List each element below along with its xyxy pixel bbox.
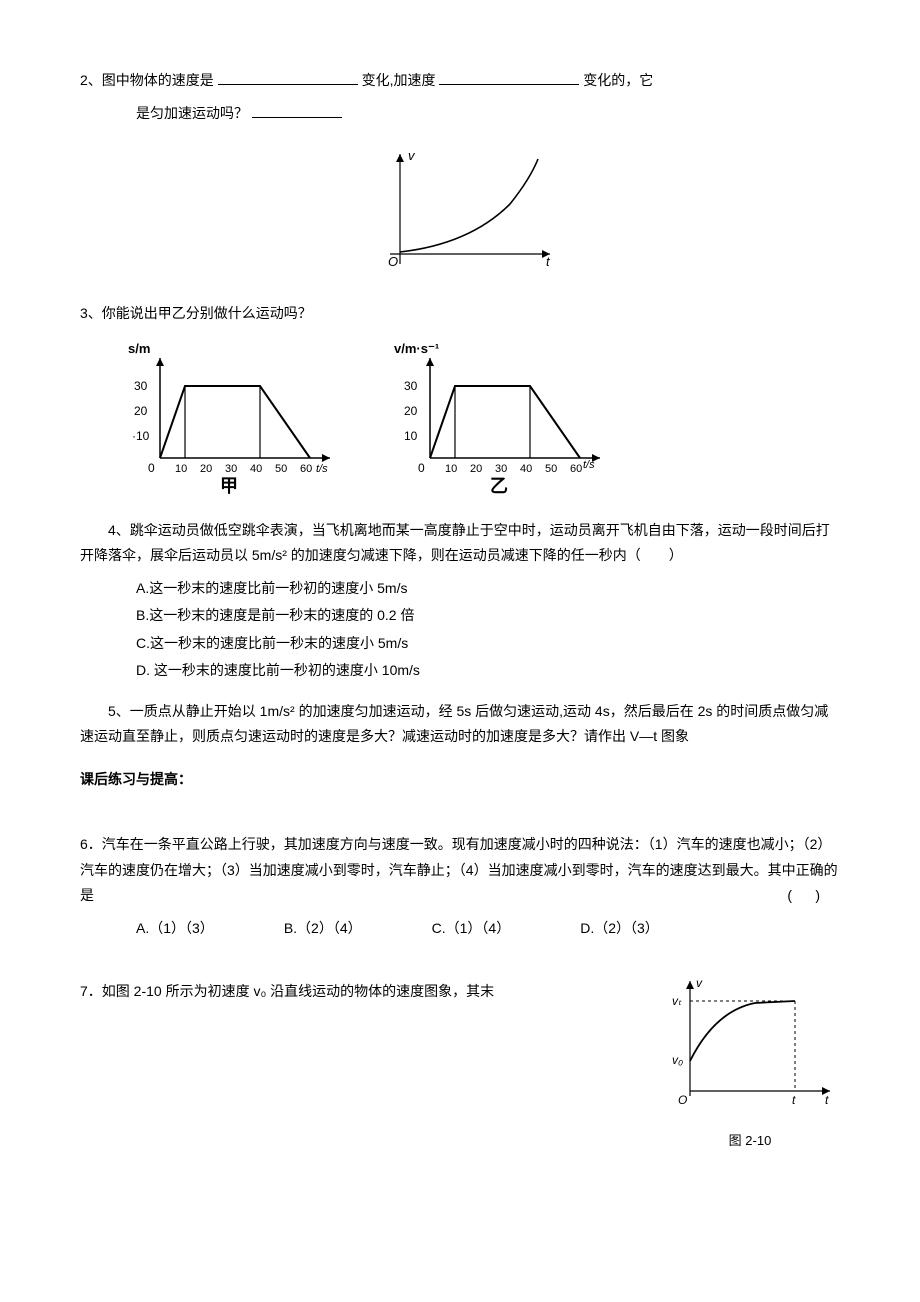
q2-text-a: 2、图中物体的速度是 [80, 72, 214, 88]
yi-x20: 20 [470, 463, 482, 475]
q2-text-b: 变化,加速度 [362, 72, 436, 88]
q4-opt-a[interactable]: A.这一秒末的速度比前一秒初的速度小 5m/s [136, 576, 840, 601]
q7-xlabel: t [825, 1093, 829, 1107]
q7-stem: 7．如图 2-10 所示为初速度 v₀ 沿直线运动的物体的速度图象，其末 [80, 979, 640, 1004]
section-title: 课后练习与提高： [80, 767, 840, 792]
origin-label: O [388, 254, 398, 269]
yi-x40: 40 [520, 463, 532, 475]
yi-y20: 20 [404, 404, 418, 418]
q5-stem: 5、一质点从静止开始以 1m/s² 的加速度匀加速运动，经 5s 后做匀速运动,… [80, 699, 840, 749]
paren-left: ( [787, 887, 792, 903]
q2-line1: 2、图中物体的速度是 变化,加速度 变化的，它 [80, 68, 840, 93]
q3-stem: 3、你能说出甲乙分别做什么运动吗？ [80, 301, 840, 326]
jia-x10: 10 [175, 463, 187, 475]
q4-stem: 4、跳伞运动员做低空跳伞表演，当飞机离地而某一高度静止于空中时，运动员离开飞机自… [80, 518, 840, 568]
y-axis-label: v [408, 148, 416, 163]
q7-ylabel: v [696, 976, 703, 990]
jia-x50: 50 [275, 463, 287, 475]
jia-x20: 20 [200, 463, 212, 475]
q6-opt-a[interactable]: A.（1）（3） [136, 916, 214, 941]
jia-label: 甲 [220, 476, 238, 496]
q6-paren: ( ) [787, 883, 820, 908]
jia-y20: 20 [134, 404, 148, 418]
q7-vt-label: vₜ [672, 994, 682, 1008]
q3-fig-yi: v/m·s⁻¹ 30 20 10 0 10 20 30 40 50 60 t/s… [390, 338, 610, 498]
q2-line2: 是匀加速运动吗？ [80, 101, 840, 126]
yi-x10: 10 [445, 463, 457, 475]
yi-x30: 30 [495, 463, 507, 475]
x-axis-label: t [546, 254, 551, 269]
q6-stem: 6．汽车在一条平直公路上行驶，其加速度方向与速度一致。现有加速度减小时的四种说法… [80, 836, 838, 902]
q2-text-c: 变化的，它 [583, 72, 653, 88]
jia-x40: 40 [250, 463, 262, 475]
q3-fig-jia: s/m 30 20 ·10 0 10 20 30 40 50 60 t/s 甲 [120, 338, 340, 498]
q7-t-tick: t [792, 1093, 796, 1107]
q6-stem-wrap: 6．汽车在一条平直公路上行驶，其加速度方向与速度一致。现有加速度减小时的四种说法… [80, 832, 840, 908]
q7-origin: O [678, 1093, 687, 1107]
jia-ylabel: s/m [128, 341, 150, 356]
yi-xlabel: t/s [583, 459, 595, 471]
q7-vt-icon: vₜ v₀ O t t v [660, 971, 840, 1121]
jia-y10: ·10 [132, 429, 150, 443]
q2-blank-1[interactable] [218, 70, 358, 85]
yi-ylabel: v/m·s⁻¹ [394, 341, 439, 356]
yi-x50: 50 [545, 463, 557, 475]
vt-curve-icon: O t v [360, 144, 560, 274]
q6-opt-b[interactable]: B.（2）（4） [284, 916, 362, 941]
q4-opt-d[interactable]: D. 这一秒末的速度比前一秒初的速度小 10m/s [136, 658, 840, 683]
q4-options: A.这一秒末的速度比前一秒初的速度小 5m/s B.这一秒末的速度是前一秒末的速… [136, 576, 840, 683]
paren-right: ) [815, 887, 820, 903]
yi-x60: 60 [570, 463, 582, 475]
yi-y30: 30 [404, 379, 418, 393]
q6-opt-c[interactable]: C.（1）（4） [432, 916, 511, 941]
q2-text-d: 是匀加速运动吗？ [136, 105, 248, 121]
q4-opt-b[interactable]: B.这一秒末的速度是前一秒末的速度的 0.2 倍 [136, 603, 840, 628]
q2-figure: O t v [80, 144, 840, 282]
yi-y0: 0 [418, 461, 425, 475]
jia-y0: 0 [148, 461, 155, 475]
q7-v0-label: v₀ [672, 1053, 683, 1067]
q7-caption: 图 2-10 [660, 1129, 840, 1152]
jia-xlabel: t/s [316, 463, 328, 475]
q7-wrap: 7．如图 2-10 所示为初速度 v₀ 沿直线运动的物体的速度图象，其末 vₜ … [80, 971, 840, 1153]
q3-figures: s/m 30 20 ·10 0 10 20 30 40 50 60 t/s 甲 … [120, 338, 840, 498]
q6-opt-d[interactable]: D.（2）（3） [580, 916, 659, 941]
q2-blank-2[interactable] [439, 70, 579, 85]
q2-blank-3[interactable] [252, 103, 342, 118]
jia-x30: 30 [225, 463, 237, 475]
q6-options: A.（1）（3） B.（2）（4） C.（1）（4） D.（2）（3） [136, 916, 840, 941]
yi-y10: 10 [404, 429, 418, 443]
q4-opt-c[interactable]: C.这一秒末的速度比前一秒末的速度小 5m/s [136, 631, 840, 656]
jia-y30: 30 [134, 379, 148, 393]
q7-figure: vₜ v₀ O t t v 图 2-10 [660, 971, 840, 1153]
yi-label: 乙 [490, 476, 508, 496]
jia-x60: 60 [300, 463, 312, 475]
